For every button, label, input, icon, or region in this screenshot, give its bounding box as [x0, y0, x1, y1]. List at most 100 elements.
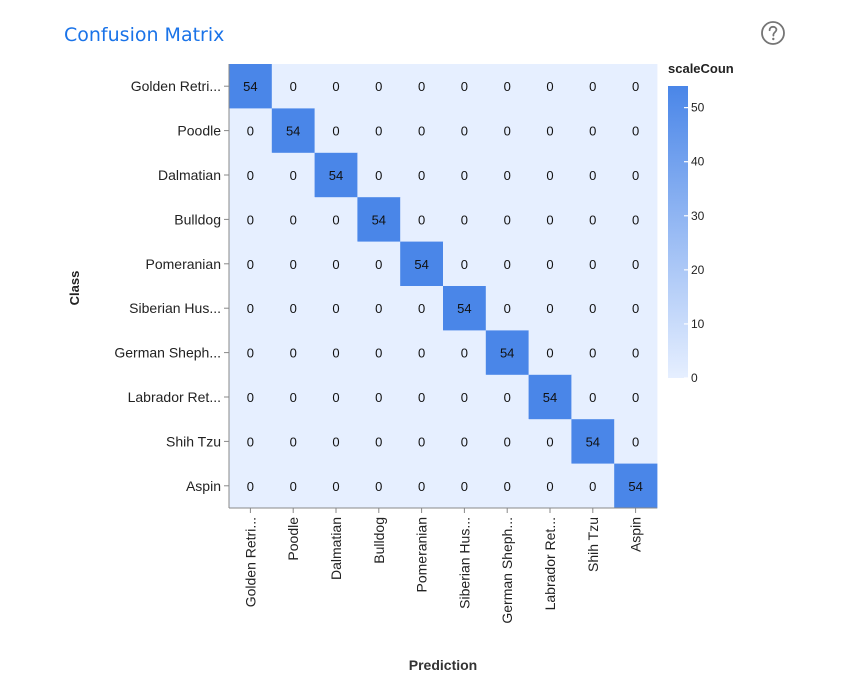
heatmap-cell: [528, 64, 572, 109]
cell-value-label: 0: [504, 124, 511, 139]
heatmap-cell: [314, 374, 358, 420]
cell-value-label: 0: [546, 346, 553, 361]
heatmap-cell: [229, 374, 273, 420]
x-tick-label: Siberian Hus...: [456, 517, 472, 609]
cell-value-label: 0: [247, 390, 254, 405]
cell-value-label: 0: [375, 390, 382, 405]
heatmap-cell: [271, 197, 315, 242]
cell-value-label: 0: [589, 346, 596, 361]
cell-value-label: 0: [461, 124, 468, 139]
cell-value-label: 0: [589, 301, 596, 316]
cell-value-label: 0: [332, 434, 339, 449]
cell-value-label: 0: [418, 79, 425, 94]
heatmap-cell: [271, 374, 315, 420]
help-circle-icon[interactable]: [760, 20, 786, 46]
cell-value-label: 54: [457, 301, 471, 316]
heatmap-cell: [485, 330, 529, 376]
cell-value-label: 0: [418, 479, 425, 494]
cell-value-label: 0: [375, 168, 382, 183]
heatmap-cell: [528, 330, 572, 376]
cell-value-label: 0: [632, 346, 639, 361]
heatmap-cell: [614, 330, 658, 376]
heatmap-cell: [314, 286, 358, 331]
cell-value-label: 0: [418, 301, 425, 316]
heatmap-cell: [271, 241, 315, 287]
y-tick-label: Aspin: [186, 478, 221, 494]
cell-value-label: 54: [414, 257, 428, 272]
heatmap-cell: [443, 241, 487, 287]
cell-value-label: 54: [286, 124, 300, 139]
cell-value-label: 0: [332, 257, 339, 272]
cell-value-label: 0: [504, 390, 511, 405]
cell-value-label: 0: [632, 124, 639, 139]
cell-value-label: 54: [243, 79, 257, 94]
heatmap-cell: [528, 108, 572, 154]
cell-value-label: 0: [546, 479, 553, 494]
heatmap-cell: [571, 330, 615, 376]
cell-value-label: 0: [332, 301, 339, 316]
cell-value-label: 0: [332, 124, 339, 139]
cell-value-label: 0: [589, 124, 596, 139]
y-tick-label: Labrador Ret...: [128, 389, 221, 405]
x-tick-label: Poodle: [285, 517, 301, 561]
heatmap-cell: [443, 64, 487, 109]
heatmap-cell: [271, 152, 315, 198]
cell-value-label: 0: [461, 346, 468, 361]
heatmap-cell: [614, 374, 658, 420]
heatmap-cell: [314, 152, 358, 198]
heatmap-cell: [314, 197, 358, 242]
heatmap-cell: [314, 108, 358, 154]
cell-value-label: 0: [461, 434, 468, 449]
heatmap-cell: [443, 108, 487, 154]
heatmap-cell: [314, 64, 358, 109]
heatmap-cell: [271, 64, 315, 109]
cell-value-label: 0: [546, 168, 553, 183]
heatmap-cell: [357, 197, 401, 242]
cell-value-label: 0: [247, 212, 254, 227]
heatmap-cell: [271, 463, 315, 509]
cell-value-label: 0: [332, 212, 339, 227]
cell-value-label: 0: [375, 301, 382, 316]
cell-value-label: 0: [247, 168, 254, 183]
cell-value-label: 0: [290, 168, 297, 183]
cell-value-label: 0: [332, 346, 339, 361]
y-axis: Golden Retri... Poodle Dalmatian Bulldog Pom…: [114, 64, 230, 508]
cell-value-label: 0: [589, 390, 596, 405]
heatmap-cell: [443, 197, 487, 242]
cell-value-label: 0: [461, 479, 468, 494]
heatmap-cell: [485, 108, 529, 154]
cell-value-label: 0: [504, 434, 511, 449]
cell-value-label: 0: [290, 390, 297, 405]
cell-value-label: 0: [247, 434, 254, 449]
cell-value-label: 54: [329, 168, 343, 183]
heatmap-cell: [229, 419, 273, 464]
cell-value-label: 0: [290, 79, 297, 94]
heatmap-cell: [485, 463, 529, 509]
x-tick-label: Pomeranian: [414, 517, 430, 593]
heatmap-cell: [229, 108, 273, 154]
heatmap-cell: [229, 64, 273, 109]
heatmap-cell: [571, 64, 615, 109]
y-axis-title: Class: [67, 271, 82, 306]
y-tick-label: Golden Retri...: [131, 78, 221, 94]
heatmap-cell: [528, 197, 572, 242]
cell-value-label: 0: [461, 79, 468, 94]
heatmap-cell: [571, 241, 615, 287]
heatmap-cell: [229, 241, 273, 287]
cell-value-label: 0: [589, 79, 596, 94]
cell-value-label: 0: [461, 168, 468, 183]
cell-value-label: 0: [546, 212, 553, 227]
heatmap-cells: [229, 64, 658, 509]
heatmap-cell: [614, 152, 658, 198]
heatmap-cell: [400, 286, 444, 331]
cell-value-label: 0: [247, 346, 254, 361]
heatmap-cell: [357, 286, 401, 331]
cell-value-label: 0: [632, 212, 639, 227]
cell-value-label: 54: [372, 212, 386, 227]
heatmap-cell: [314, 419, 358, 464]
x-tick-label: German Sheph...: [499, 517, 515, 624]
cell-value-label: 0: [632, 79, 639, 94]
cell-value-label: 0: [589, 212, 596, 227]
cell-value-label: 0: [247, 479, 254, 494]
legend-title: scaleCoun: [668, 61, 734, 76]
